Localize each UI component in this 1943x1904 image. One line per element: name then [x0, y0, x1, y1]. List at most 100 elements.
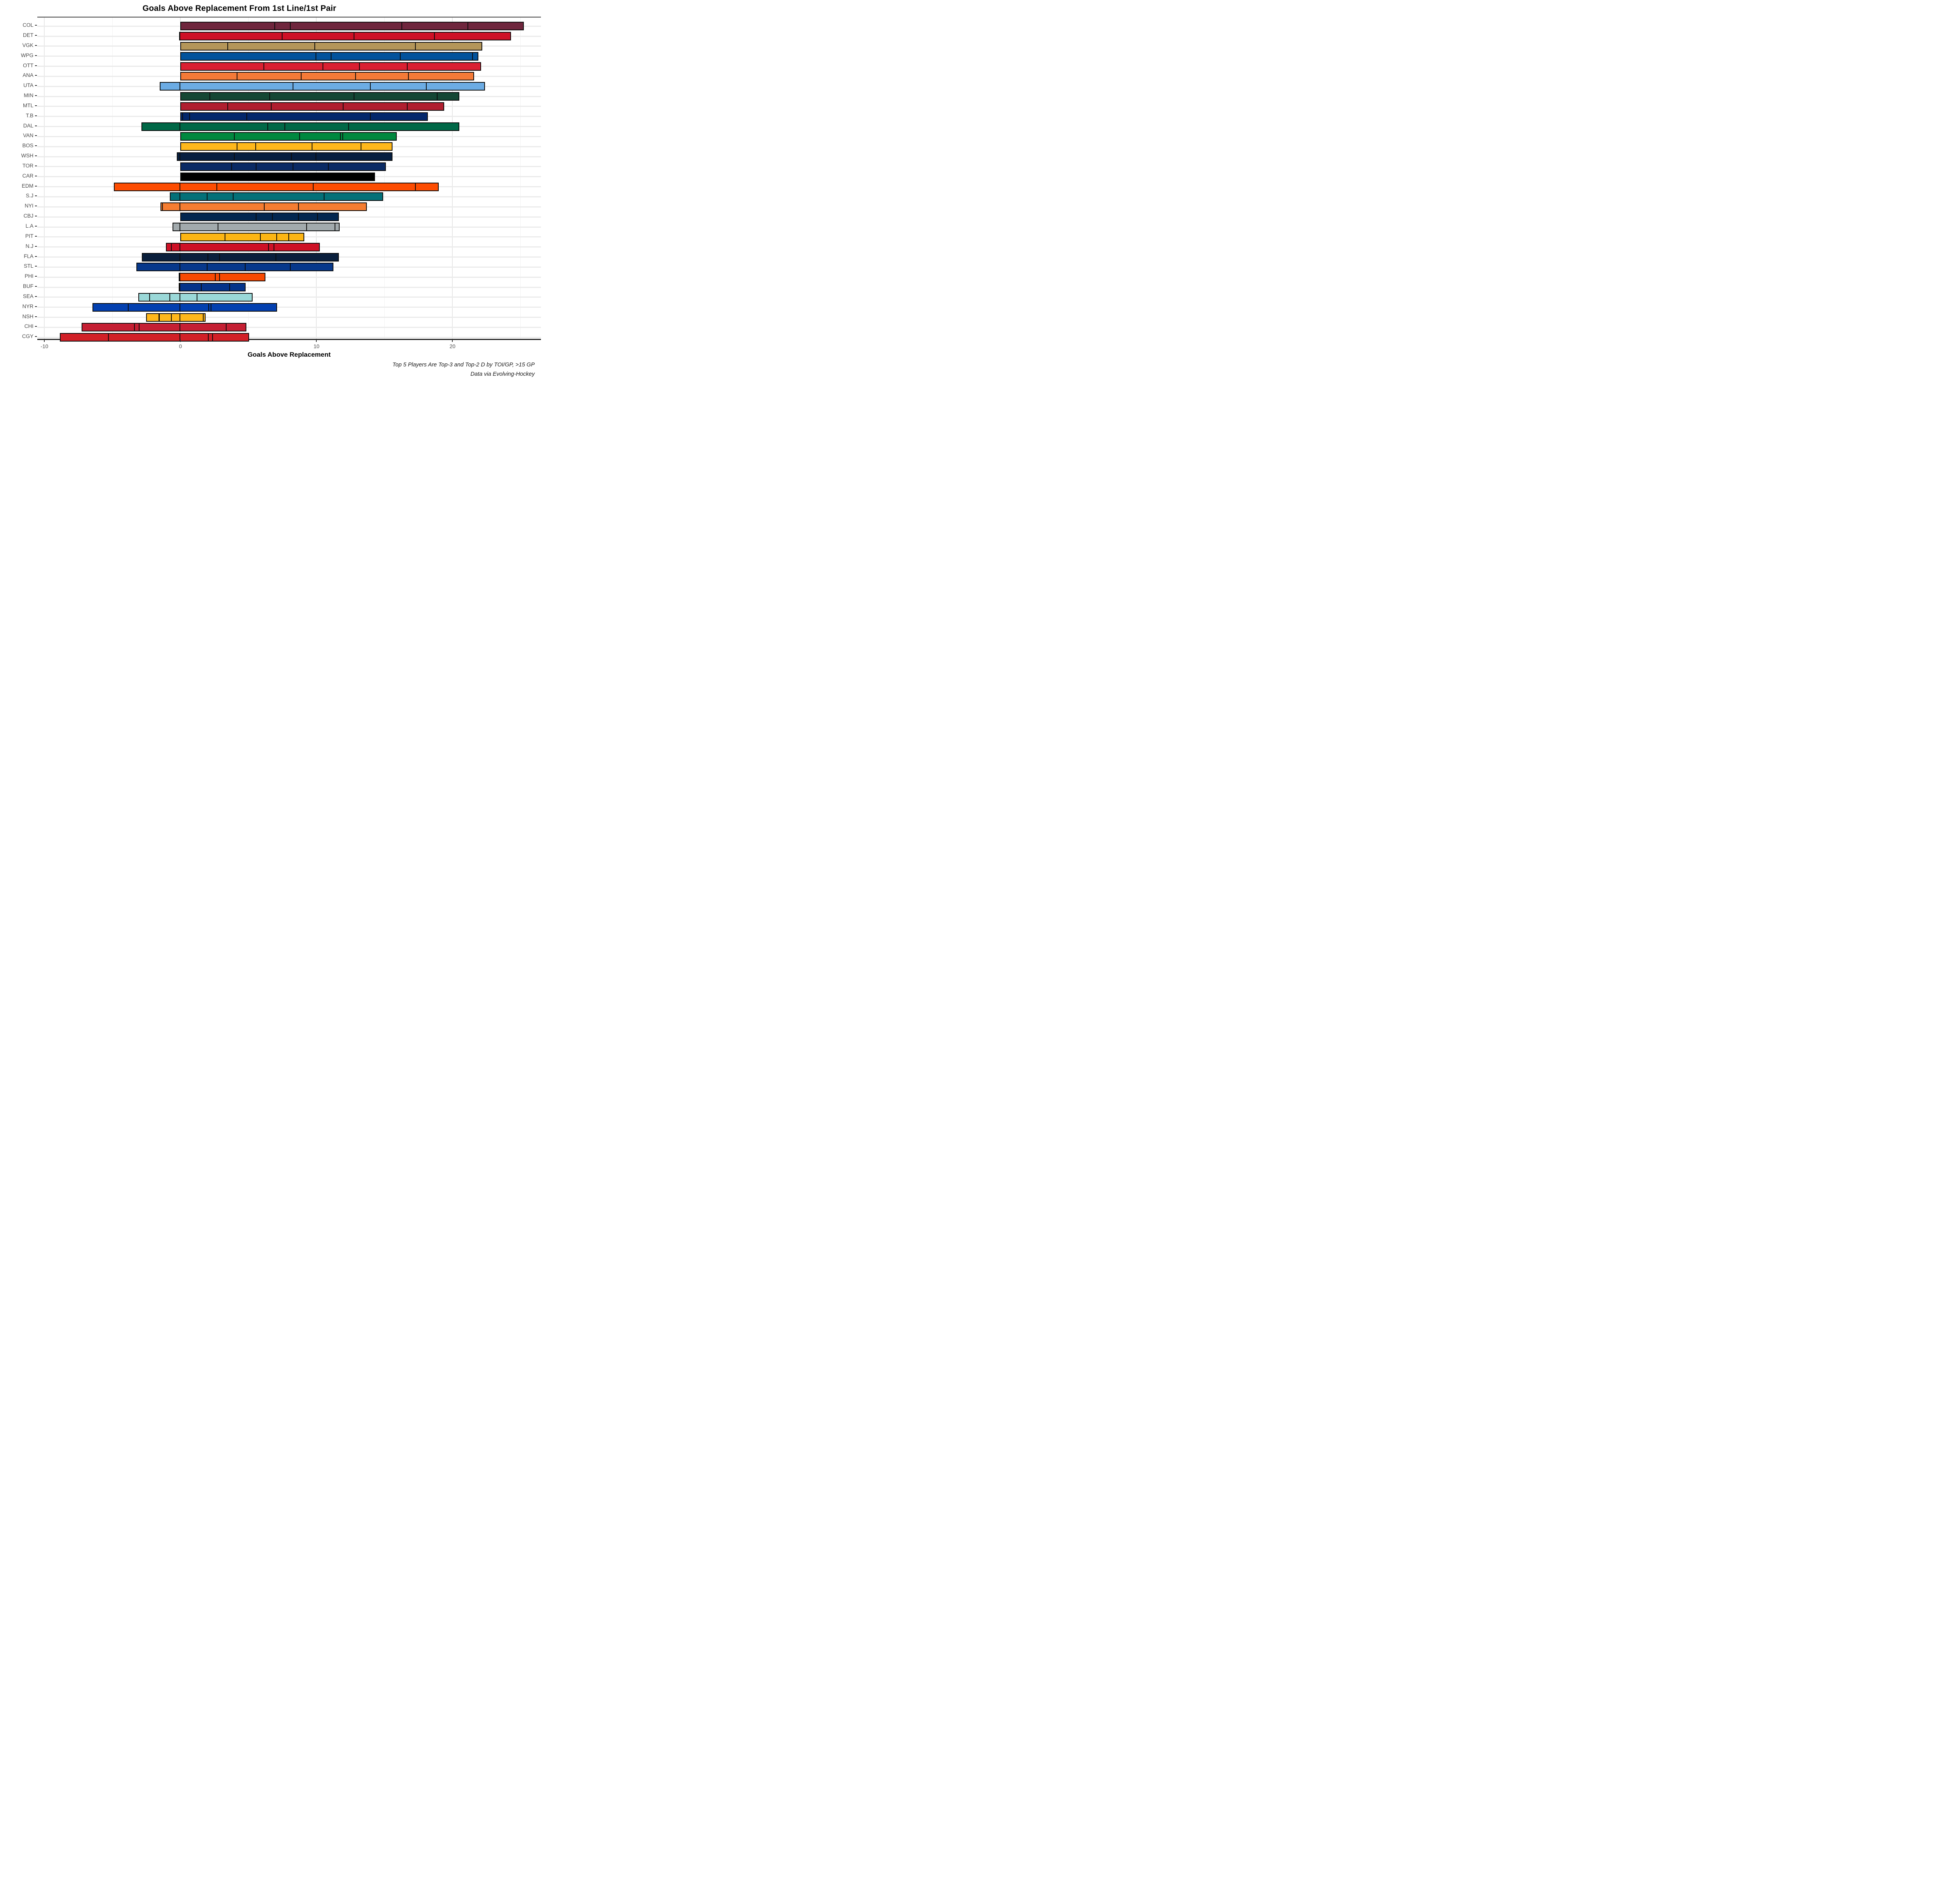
bar-segment-phi: [219, 273, 266, 282]
gridline-row: [37, 286, 541, 288]
bar-segment-ott: [359, 62, 408, 71]
bar-segment-dal: [180, 122, 269, 131]
bar-segment-uta: [292, 82, 371, 91]
gridline-major: [452, 17, 453, 339]
gridline-major: [44, 17, 45, 339]
bar-segment-edm: [180, 182, 217, 191]
y-axis-label-chi: CHI: [24, 323, 33, 330]
bar-segment-van: [342, 132, 397, 141]
y-axis-label-wsh: WSH: [21, 153, 34, 159]
bar-segment-col: [180, 22, 275, 31]
bar-segment-nj: [273, 242, 320, 251]
bar-segment-pit: [288, 232, 304, 241]
bar-segment-nyr: [180, 303, 209, 312]
bar-segment-dal: [284, 122, 349, 131]
y-tick: [35, 195, 37, 197]
bar-segment-stl: [290, 263, 334, 272]
bar-segment-col: [274, 22, 291, 31]
y-tick: [35, 306, 37, 307]
bar-segment-det: [434, 32, 511, 41]
bar-segment-vgk: [180, 42, 228, 51]
plot-panel: [37, 17, 541, 342]
bar-segment-tor: [328, 162, 386, 171]
bar-segment-la: [306, 223, 336, 231]
bar-segment-col: [290, 22, 402, 31]
bar-segment-uta: [426, 82, 485, 91]
bar-segment-mtl: [406, 102, 445, 111]
y-tick: [35, 235, 37, 237]
bar-segment-vgk: [314, 42, 416, 51]
bar-segment-mtl: [180, 102, 228, 111]
y-tick: [35, 296, 37, 297]
y-axis-label-min: MIN: [24, 92, 33, 99]
x-tick-label: 10: [313, 343, 319, 349]
bar-segment-col: [401, 22, 468, 31]
bar-segment-edm: [113, 182, 181, 191]
bar-segment-cbj: [298, 213, 318, 221]
y-axis-label-det: DET: [23, 32, 33, 38]
y-tick: [35, 135, 37, 136]
bar-segment-nsh: [159, 313, 172, 322]
bar-segment-wpg: [316, 52, 331, 61]
bar-segment-sea: [180, 293, 197, 302]
bar-segment-cbj: [256, 213, 273, 221]
bar-segment-sj: [207, 192, 234, 201]
bar-segment-fla: [219, 253, 277, 262]
y-tick: [35, 115, 37, 116]
bar-segment-nj: [171, 242, 181, 251]
y-axis-label-sea: SEA: [23, 293, 33, 299]
y-axis-label-fla: FLA: [24, 253, 33, 259]
gridline-row: [37, 307, 541, 308]
bar-segment-stl: [207, 263, 246, 272]
bar-segment-sea: [196, 293, 253, 302]
bar-segment-stl: [245, 263, 291, 272]
bar-segment-wpg: [330, 52, 401, 61]
bar-segment-sj: [170, 192, 181, 201]
bar-segment-edm: [415, 182, 439, 191]
bar-segment-edm: [313, 182, 416, 191]
gridline-row: [37, 317, 541, 318]
bar-segment-fla: [141, 253, 181, 262]
bar-segment-sj: [324, 192, 383, 201]
bar-segment-bos: [237, 142, 256, 151]
bar-segment-ott: [263, 62, 323, 71]
bar-segment-nyr: [128, 303, 181, 312]
x-axis-title: Goals Above Replacement: [248, 351, 331, 358]
bar-segment-dal: [267, 122, 285, 131]
y-axis-label-edm: EDM: [22, 183, 33, 189]
bar-segment-ana: [355, 72, 409, 81]
bar-segment-bos: [311, 142, 361, 151]
y-axis-label-pit: PIT: [25, 233, 33, 239]
bar-segment-van: [234, 132, 300, 141]
bar-segment-nyi: [264, 202, 299, 211]
x-tick-label: -10: [40, 343, 49, 349]
bar-segment-buf: [229, 283, 246, 292]
y-tick: [35, 105, 37, 106]
caption-line1: Top 5 Players Are Top-3 and Top-2 D by T…: [392, 362, 535, 368]
y-axis-label-cbj: CBJ: [23, 213, 33, 219]
bar-segment-phi: [180, 273, 216, 282]
y-axis-label-nsh: NSH: [22, 313, 33, 319]
bar-segment-sea: [169, 293, 181, 302]
bar-segment-wpg: [400, 52, 473, 61]
gridline-row: [37, 337, 541, 338]
y-tick: [35, 185, 37, 187]
bar-segment-ana: [180, 72, 238, 81]
bar-segment-la: [180, 223, 219, 231]
caption-line2: Data via Evolving-Hockey: [470, 371, 535, 377]
bar-segment-vgk: [415, 42, 483, 51]
bar-segment-nyi: [298, 202, 367, 211]
y-tick: [35, 85, 37, 86]
bar-segment-det: [281, 32, 355, 41]
bar-segment-cbj: [317, 213, 339, 221]
bar-segment-wsh: [234, 152, 292, 161]
bar-segment-ana: [237, 72, 302, 81]
y-axis-label-col: COL: [23, 22, 33, 28]
bar-segment-fla: [208, 253, 220, 262]
x-tick: [180, 339, 181, 342]
y-tick: [35, 246, 37, 247]
bar-segment-sj: [180, 192, 208, 201]
bar-segment-sj: [232, 192, 325, 201]
chart-page: Goals Above Replacement From 1st Line/1s…: [0, 0, 544, 381]
bar-segment-car: [180, 172, 375, 181]
